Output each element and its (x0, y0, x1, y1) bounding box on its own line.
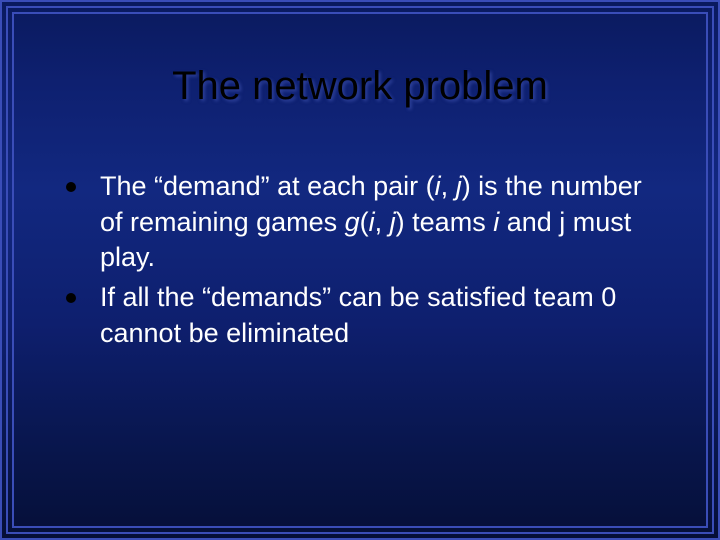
slide-frame-mid: The network problem The “demand” at each… (6, 6, 714, 534)
bullet-text: If all the “demands” can be satisfied te… (100, 280, 666, 351)
slide-body: The “demand” at each pair (i, j) is the … (66, 169, 666, 355)
bullet-item: If all the “demands” can be satisfied te… (66, 280, 666, 351)
text-fragment: , (375, 207, 390, 237)
bullet-dot-icon (66, 293, 76, 303)
italic-variable: g (345, 207, 360, 237)
text-fragment: , (441, 171, 456, 201)
bullet-text: The “demand” at each pair (i, j) is the … (100, 169, 666, 276)
slide-frame-inner: The network problem The “demand” at each… (12, 12, 708, 528)
text-fragment: ( (360, 207, 369, 237)
bullet-dot-icon (66, 182, 76, 192)
slide-frame-outer: The network problem The “demand” at each… (0, 0, 720, 540)
text-fragment: The “demand” at each pair ( (100, 171, 435, 201)
text-fragment: ) teams (396, 207, 494, 237)
slide-title: The network problem (14, 64, 706, 109)
bullet-item: The “demand” at each pair (i, j) is the … (66, 169, 666, 276)
